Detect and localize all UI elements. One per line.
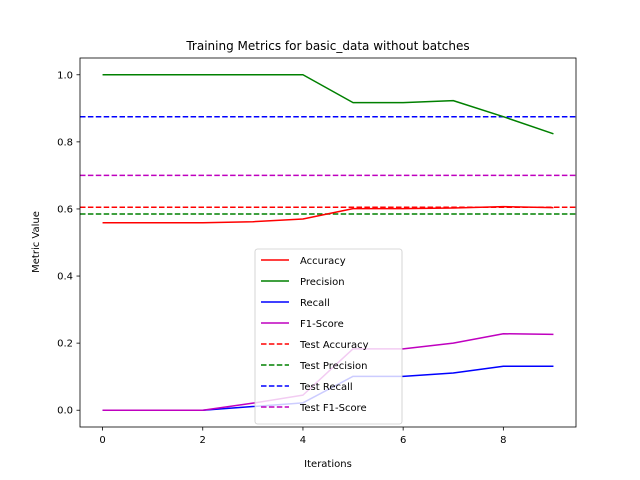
- y-tick-label: 0.8: [57, 137, 73, 148]
- y-tick-label: 0.0: [57, 406, 73, 417]
- accuracy-legend-label: Accuracy: [300, 256, 346, 267]
- test-precision-legend-label: Test Precision: [299, 361, 368, 372]
- precision-series-line: [102, 74, 554, 135]
- legend-box: [254, 248, 403, 425]
- test-accuracy-legend-label: Test Accuracy: [299, 340, 369, 351]
- test-f1-score-legend-label: Test F1-Score: [299, 403, 367, 414]
- y-tick-label: 0.2: [57, 339, 73, 350]
- x-tick-label: 8: [500, 435, 506, 446]
- y-tick-label: 0.6: [57, 204, 73, 215]
- y-tick-label: 0.4: [57, 272, 73, 283]
- y-axis-label: Metric Value: [31, 211, 42, 273]
- recall-legend-label: Recall: [300, 298, 330, 309]
- axes: 0 2 4 6 8 0.0 0.2 0.4 0.6 0.8 1.0: [57, 57, 577, 446]
- test-recall-legend-label: Test Recall: [299, 382, 353, 393]
- y-tick-label: 1.0: [57, 70, 73, 81]
- x-tick-label: 4: [300, 435, 306, 446]
- legend: Accuracy Precision Recall F1-Score Test Accu…: [254, 248, 403, 425]
- plot-area: [80, 74, 576, 411]
- x-tick-label: 2: [200, 435, 206, 446]
- x-tick-label: 0: [99, 435, 105, 446]
- x-tick-label: 6: [400, 435, 406, 446]
- precision-legend-label: Precision: [300, 277, 345, 288]
- chart-title: Training Metrics for basic_data without …: [185, 39, 469, 53]
- accuracy-series-line: [102, 205, 554, 224]
- axes-frame: [79, 57, 577, 428]
- f1-score-legend-label: F1-Score: [300, 319, 344, 330]
- x-axis-label: Iterations: [304, 459, 352, 470]
